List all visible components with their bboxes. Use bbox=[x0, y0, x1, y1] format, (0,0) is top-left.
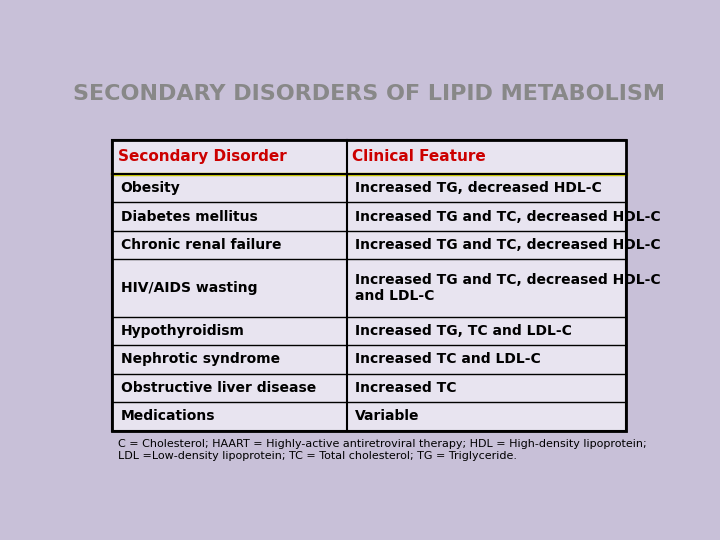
Text: Variable: Variable bbox=[355, 409, 420, 423]
Text: Nephrotic syndrome: Nephrotic syndrome bbox=[121, 353, 280, 366]
Text: C = Cholesterol; HAART = Highly-active antiretroviral therapy; HDL = High-densit: C = Cholesterol; HAART = Highly-active a… bbox=[118, 439, 647, 461]
FancyBboxPatch shape bbox=[112, 140, 626, 174]
Text: Diabetes mellitus: Diabetes mellitus bbox=[121, 210, 258, 224]
Text: Clinical Feature: Clinical Feature bbox=[352, 149, 486, 164]
Text: Hypothyroidism: Hypothyroidism bbox=[121, 324, 245, 338]
Text: Increased TC: Increased TC bbox=[355, 381, 456, 395]
Text: Medications: Medications bbox=[121, 409, 215, 423]
Text: Increased TG and TC, decreased HDL-C: Increased TG and TC, decreased HDL-C bbox=[355, 210, 661, 224]
Text: Increased TC and LDL-C: Increased TC and LDL-C bbox=[355, 353, 541, 366]
Text: SECONDARY DISORDERS OF LIPID METABOLISM: SECONDARY DISORDERS OF LIPID METABOLISM bbox=[73, 84, 665, 104]
Text: Secondary Disorder: Secondary Disorder bbox=[118, 149, 287, 164]
Text: Obstructive liver disease: Obstructive liver disease bbox=[121, 381, 316, 395]
Text: HIV/AIDS wasting: HIV/AIDS wasting bbox=[121, 281, 257, 295]
Text: Chronic renal failure: Chronic renal failure bbox=[121, 238, 282, 252]
Text: Increased TG and TC, decreased HDL-C
and LDL-C: Increased TG and TC, decreased HDL-C and… bbox=[355, 273, 661, 303]
FancyBboxPatch shape bbox=[112, 140, 626, 431]
Text: Increased TG, decreased HDL-C: Increased TG, decreased HDL-C bbox=[355, 181, 602, 195]
Text: Obesity: Obesity bbox=[121, 181, 181, 195]
Text: Increased TG, TC and LDL-C: Increased TG, TC and LDL-C bbox=[355, 324, 572, 338]
Text: Increased TG and TC, decreased HDL-C: Increased TG and TC, decreased HDL-C bbox=[355, 238, 661, 252]
